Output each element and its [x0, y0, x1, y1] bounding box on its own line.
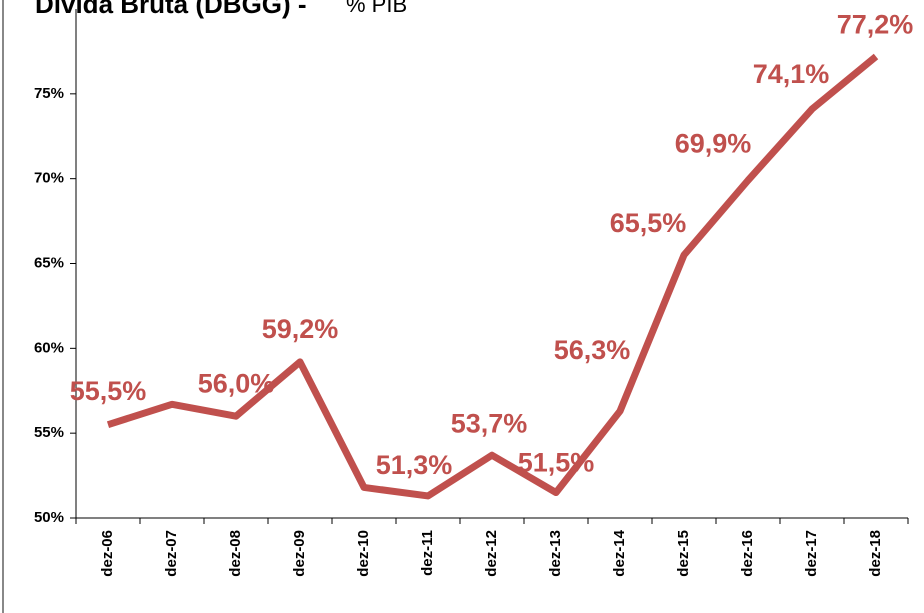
- x-tick-label: dez-16: [739, 530, 756, 577]
- x-tick-label: dez-10: [355, 530, 372, 577]
- x-tick-label: dez-12: [483, 530, 500, 577]
- data-line: [106, 53, 879, 500]
- x-tick-label: dez-08: [227, 530, 244, 577]
- data-label: 69,9%: [675, 128, 752, 158]
- data-label: 56,3%: [554, 335, 631, 365]
- x-tick-label: dez-07: [163, 530, 180, 577]
- data-label: 55,5%: [70, 376, 147, 406]
- x-tick-label: dez-14: [611, 529, 628, 576]
- data-label: 74,1%: [753, 59, 830, 89]
- chart-subtitle: % PIB: [346, 0, 407, 17]
- y-tick-label: 55%: [34, 424, 64, 441]
- y-tick-label: 75%: [34, 85, 64, 102]
- data-label: 56,0%: [198, 368, 275, 398]
- x-tick-label: dez-18: [867, 530, 884, 577]
- y-tick-label: 70%: [34, 170, 64, 187]
- y-tick-label: 60%: [34, 339, 64, 356]
- x-tick-label: dez-11: [419, 530, 436, 576]
- x-tick-label: dez-17: [803, 530, 820, 577]
- data-label: 51,5%: [518, 448, 595, 478]
- data-label: 53,7%: [451, 408, 528, 438]
- data-label: 59,2%: [262, 314, 339, 344]
- data-label: 65,5%: [610, 208, 687, 238]
- x-tick-label: dez-15: [675, 530, 692, 577]
- data-label: 77,2%: [837, 10, 914, 40]
- x-tick-label: dez-06: [99, 530, 116, 577]
- y-tick-label: 65%: [34, 254, 64, 271]
- data-label: 51,3%: [376, 450, 453, 480]
- x-tick-label: dez-13: [547, 530, 564, 577]
- chart-title: Dívida Bruta (DBGG) -: [35, 0, 307, 19]
- y-tick-label: 50%: [34, 509, 64, 526]
- x-tick-label: dez-09: [291, 530, 308, 577]
